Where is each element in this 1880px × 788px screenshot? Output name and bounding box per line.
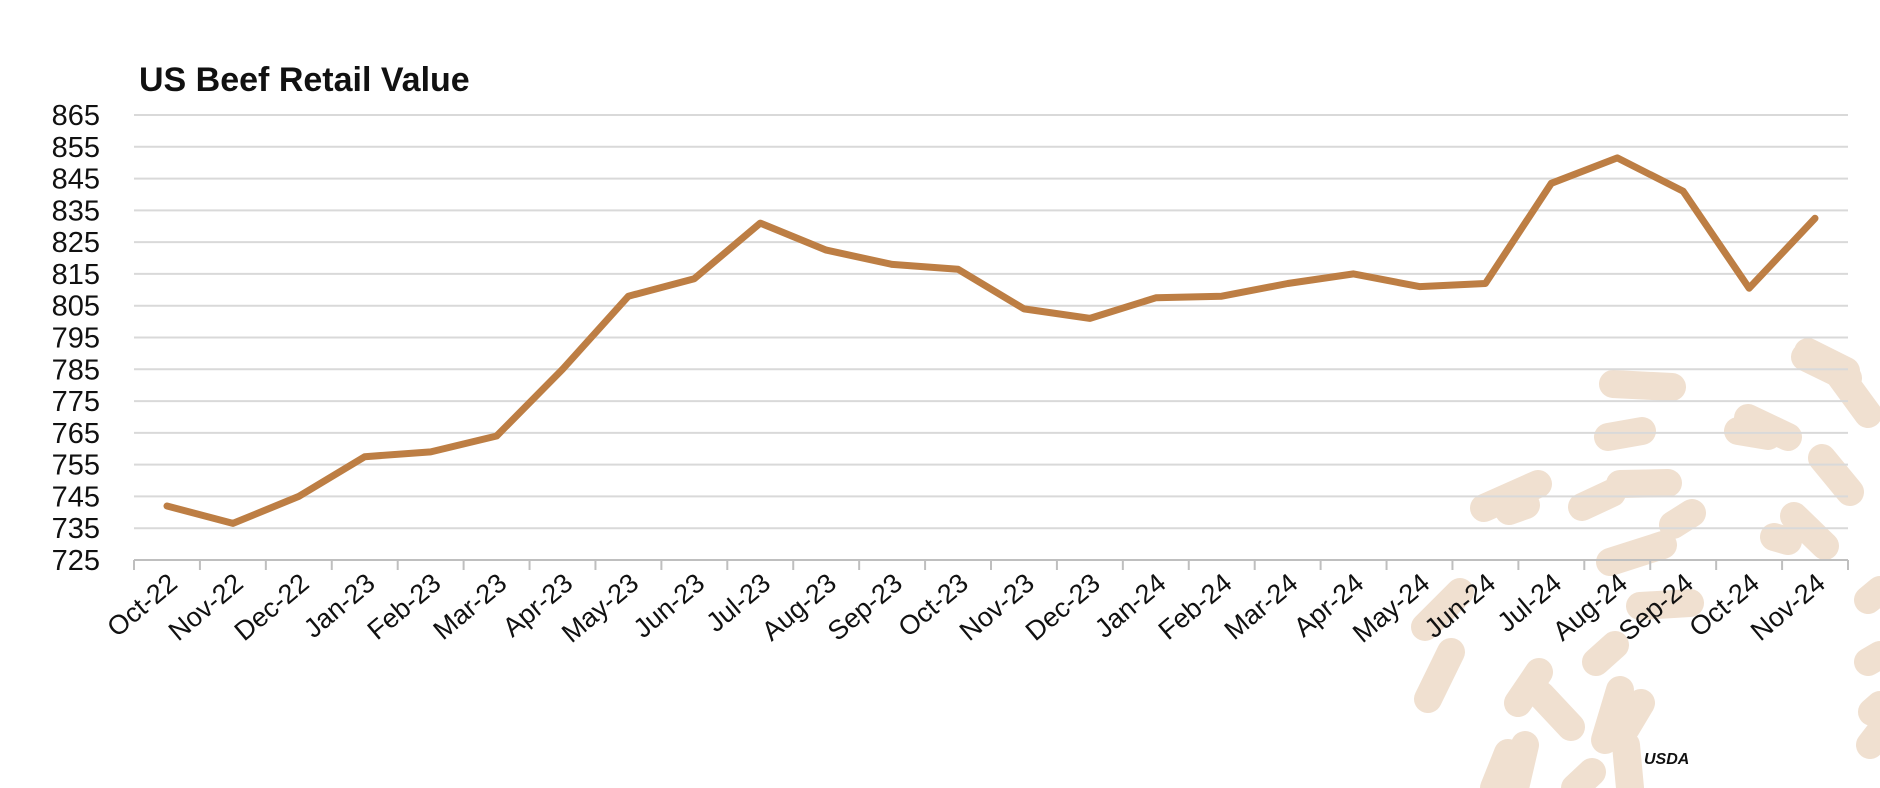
y-tick-label: 755	[52, 450, 100, 482]
y-tick-label: 745	[52, 481, 100, 513]
x-tick-label: Jan-24	[1089, 568, 1172, 644]
x-tick-label: Dec-22	[229, 568, 315, 647]
y-tick-label: 815	[52, 259, 100, 291]
x-tick-label: Aug-23	[756, 568, 842, 647]
decor-dash	[1808, 444, 1864, 506]
decor-dash	[1501, 731, 1539, 788]
x-axis: Oct-22Nov-22Dec-22Jan-23Feb-23Mar-23Apr-…	[101, 559, 1849, 649]
y-tick-label: 845	[52, 164, 100, 196]
x-tick-label: Nov-24	[1745, 568, 1831, 647]
decor-dash	[1582, 631, 1629, 676]
decor-dash	[1568, 479, 1626, 521]
decor-dash	[1854, 641, 1880, 676]
y-tick-label: 865	[52, 100, 100, 132]
decor-dash	[1480, 739, 1522, 788]
x-tick-label: Sep-23	[822, 568, 908, 647]
decor-dash	[1561, 758, 1606, 788]
decor-dash	[1414, 638, 1465, 713]
x-tick-label: Nov-23	[954, 568, 1040, 647]
decor-dash	[1856, 718, 1880, 759]
decor-dash	[1504, 658, 1553, 717]
y-tick-label: 785	[52, 354, 100, 386]
decor-dash	[1626, 589, 1704, 620]
y-tick-label: 805	[52, 291, 100, 323]
y-tick-label: 765	[52, 418, 100, 450]
x-tick-label: Mar-24	[1219, 568, 1304, 646]
decor-dash	[1659, 499, 1706, 539]
y-tick-label: 735	[52, 513, 100, 545]
y-tick-label: 835	[52, 195, 100, 227]
decor-dash	[1824, 359, 1880, 428]
decor-dash	[1411, 578, 1474, 641]
decor-dash	[1780, 502, 1839, 560]
y-tick-label: 855	[52, 132, 100, 164]
x-tick-label: Dec-23	[1020, 568, 1106, 647]
x-tick-label: Nov-22	[163, 568, 249, 647]
y-tick-label: 825	[52, 227, 100, 259]
decor-dash	[1760, 523, 1802, 555]
decor-dash	[1854, 576, 1880, 614]
series-line	[163, 154, 1819, 527]
decor-dash	[1591, 676, 1634, 754]
series-group	[163, 154, 1819, 527]
decor-dash	[1734, 404, 1802, 451]
decor-dash	[1527, 681, 1585, 741]
decor-dash	[1612, 689, 1655, 742]
x-tick-label: Jun-23	[628, 568, 711, 644]
x-tick-label: May-23	[556, 568, 644, 649]
decor-dash	[1858, 691, 1880, 726]
chart-title: US Beef Retail Value	[139, 61, 470, 99]
y-tick-label: 725	[52, 545, 100, 577]
decor-dash	[1612, 731, 1644, 788]
x-tick-label: Feb-24	[1153, 568, 1238, 646]
decor-dash	[1599, 370, 1686, 401]
source-label: USDA	[1644, 751, 1689, 768]
y-tick-label: 775	[52, 386, 100, 418]
x-tick-label: Mar-23	[428, 568, 513, 646]
decor-dash	[1606, 469, 1682, 498]
x-tick-label: Feb-23	[362, 568, 447, 646]
x-tick-label: Jan-23	[298, 568, 381, 644]
y-axis: 7257357457557657757857958058158258358458…	[52, 100, 100, 577]
y-tick-label: 795	[52, 323, 100, 355]
